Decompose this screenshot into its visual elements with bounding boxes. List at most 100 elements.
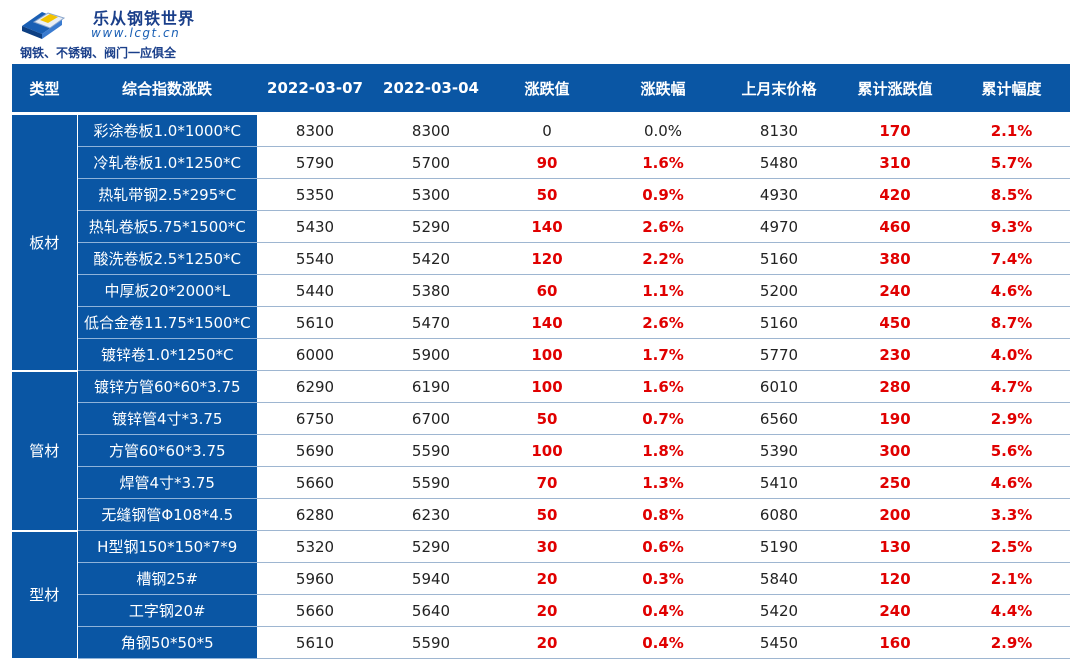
cell-change: 100 (489, 370, 605, 403)
cell-date1: 5660 (257, 594, 373, 627)
cell-last-month: 5480 (721, 146, 837, 179)
product-name-cell: 工字钢20# (77, 594, 257, 627)
cell-last-month: 5160 (721, 242, 837, 275)
cell-pct: 1.7% (605, 338, 721, 371)
col-header-cum-change: 累计涨跌值 (837, 64, 953, 115)
cell-cum-change: 200 (837, 498, 953, 531)
table-row: 角钢50*50*5 5610 5590 20 0.4% 5450 160 2.9% (12, 626, 1070, 659)
cell-cum-pct: 8.7% (953, 306, 1070, 339)
cell-last-month: 5160 (721, 306, 837, 339)
cell-date1: 5660 (257, 466, 373, 499)
cell-pct: 0.4% (605, 594, 721, 627)
cell-date2: 5640 (373, 594, 489, 627)
cell-cum-change: 190 (837, 402, 953, 435)
table-row: 方管60*60*3.75 5690 5590 100 1.8% 5390 300 5.6% (12, 434, 1070, 467)
cell-date1: 5440 (257, 274, 373, 307)
cell-date1: 5540 (257, 242, 373, 275)
cell-date2: 5300 (373, 178, 489, 211)
cell-date2: 5940 (373, 562, 489, 595)
cell-change: 140 (489, 210, 605, 243)
cell-change: 60 (489, 274, 605, 307)
product-name-cell: 热轧卷板5.75*1500*C (77, 210, 257, 243)
cell-pct: 0.3% (605, 562, 721, 595)
cell-date1: 8300 (257, 113, 373, 147)
cell-change: 50 (489, 178, 605, 211)
cell-cum-change: 230 (837, 338, 953, 371)
cell-pct: 0.4% (605, 626, 721, 659)
col-header-change: 涨跌值 (489, 64, 605, 115)
cell-pct: 1.3% (605, 466, 721, 499)
cell-cum-pct: 5.6% (953, 434, 1070, 467)
cell-date2: 5420 (373, 242, 489, 275)
cell-date2: 5900 (373, 338, 489, 371)
cell-cum-pct: 3.3% (953, 498, 1070, 531)
table-row: 槽钢25# 5960 5940 20 0.3% 5840 120 2.1% (12, 562, 1070, 595)
cell-change: 50 (489, 402, 605, 435)
cell-date2: 5380 (373, 274, 489, 307)
col-header-date1: 2022-03-07 (257, 64, 373, 115)
cell-date1: 5610 (257, 306, 373, 339)
table-row: 低合金卷11.75*1500*C 5610 5470 140 2.6% 5160 450 8.… (12, 306, 1070, 339)
product-name-cell: 热轧带钢2.5*295*C (77, 178, 257, 211)
cell-last-month: 5840 (721, 562, 837, 595)
product-name-cell: 镀锌方管60*60*3.75 (77, 370, 257, 403)
product-name-cell: 低合金卷11.75*1500*C (77, 306, 257, 339)
cell-change: 20 (489, 626, 605, 659)
cell-last-month: 6080 (721, 498, 837, 531)
cell-date1: 5960 (257, 562, 373, 595)
site-logo: 乐从钢铁世界 www.lcgt.cn 钢铁、不锈钢、阀门一应俱全 (18, 2, 218, 60)
cell-cum-change: 460 (837, 210, 953, 243)
cell-cum-pct: 2.1% (953, 562, 1070, 595)
table-row: 热轧带钢2.5*295*C 5350 5300 50 0.9% 4930 420 8.5% (12, 178, 1070, 211)
product-name-cell: 酸洗卷板2.5*1250*C (77, 242, 257, 275)
cell-pct: 2.6% (605, 210, 721, 243)
cell-change: 20 (489, 562, 605, 595)
product-name-cell: 冷轧卷板1.0*1250*C (77, 146, 257, 179)
cell-pct: 0.0% (605, 113, 721, 147)
cell-cum-pct: 2.5% (953, 530, 1070, 563)
product-name-cell: 方管60*60*3.75 (77, 434, 257, 467)
cell-date2: 5590 (373, 466, 489, 499)
cell-date2: 5700 (373, 146, 489, 179)
cell-date1: 6290 (257, 370, 373, 403)
cell-date1: 6750 (257, 402, 373, 435)
cell-last-month: 5410 (721, 466, 837, 499)
cell-cum-pct: 9.3% (953, 210, 1070, 243)
cell-pct: 1.6% (605, 370, 721, 403)
product-name-cell: 槽钢25# (77, 562, 257, 595)
product-name-cell: H型钢150*150*7*9 (77, 530, 257, 563)
table-row: 型材 H型钢150*150*7*9 5320 5290 30 0.6% 5190 130 2.5… (12, 530, 1070, 660)
product-name-cell: 镀锌卷1.0*1250*C (77, 338, 257, 371)
cell-change: 100 (489, 434, 605, 467)
category-cell: 管材 (12, 370, 78, 532)
cell-last-month: 5200 (721, 274, 837, 307)
cell-date1: 5350 (257, 178, 373, 211)
cell-change: 100 (489, 338, 605, 371)
table-row: 焊管4寸*3.75 5660 5590 70 1.3% 5410 250 4.6% (12, 466, 1070, 499)
cell-cum-pct: 7.4% (953, 242, 1070, 275)
cell-date1: 6280 (257, 498, 373, 531)
cell-date1: 5610 (257, 626, 373, 659)
table-row: 工字钢20# 5660 5640 20 0.4% 5420 240 4.4% (12, 594, 1070, 627)
cell-last-month: 5420 (721, 594, 837, 627)
cell-pct: 0.8% (605, 498, 721, 531)
cell-change: 0 (489, 113, 605, 147)
cell-cum-change: 310 (837, 146, 953, 179)
cell-pct: 2.6% (605, 306, 721, 339)
cell-cum-change: 420 (837, 178, 953, 211)
cell-cum-pct: 2.9% (953, 402, 1070, 435)
cell-change: 90 (489, 146, 605, 179)
product-name-cell: 中厚板20*2000*L (77, 274, 257, 307)
col-header-pct: 涨跌幅 (605, 64, 721, 115)
cell-cum-change: 300 (837, 434, 953, 467)
cell-cum-change: 450 (837, 306, 953, 339)
product-name-cell: 彩涂卷板1.0*1000*C (77, 113, 257, 147)
category-cell: 板材 (12, 113, 78, 372)
cell-last-month: 6010 (721, 370, 837, 403)
cell-date2: 6230 (373, 498, 489, 531)
site-url[interactable]: www.lcgt.cn (91, 26, 181, 40)
cell-cum-change: 240 (837, 594, 953, 627)
product-name-cell: 无缝钢管Φ108*4.5 (77, 498, 257, 531)
cell-last-month: 5390 (721, 434, 837, 467)
cell-change: 120 (489, 242, 605, 275)
